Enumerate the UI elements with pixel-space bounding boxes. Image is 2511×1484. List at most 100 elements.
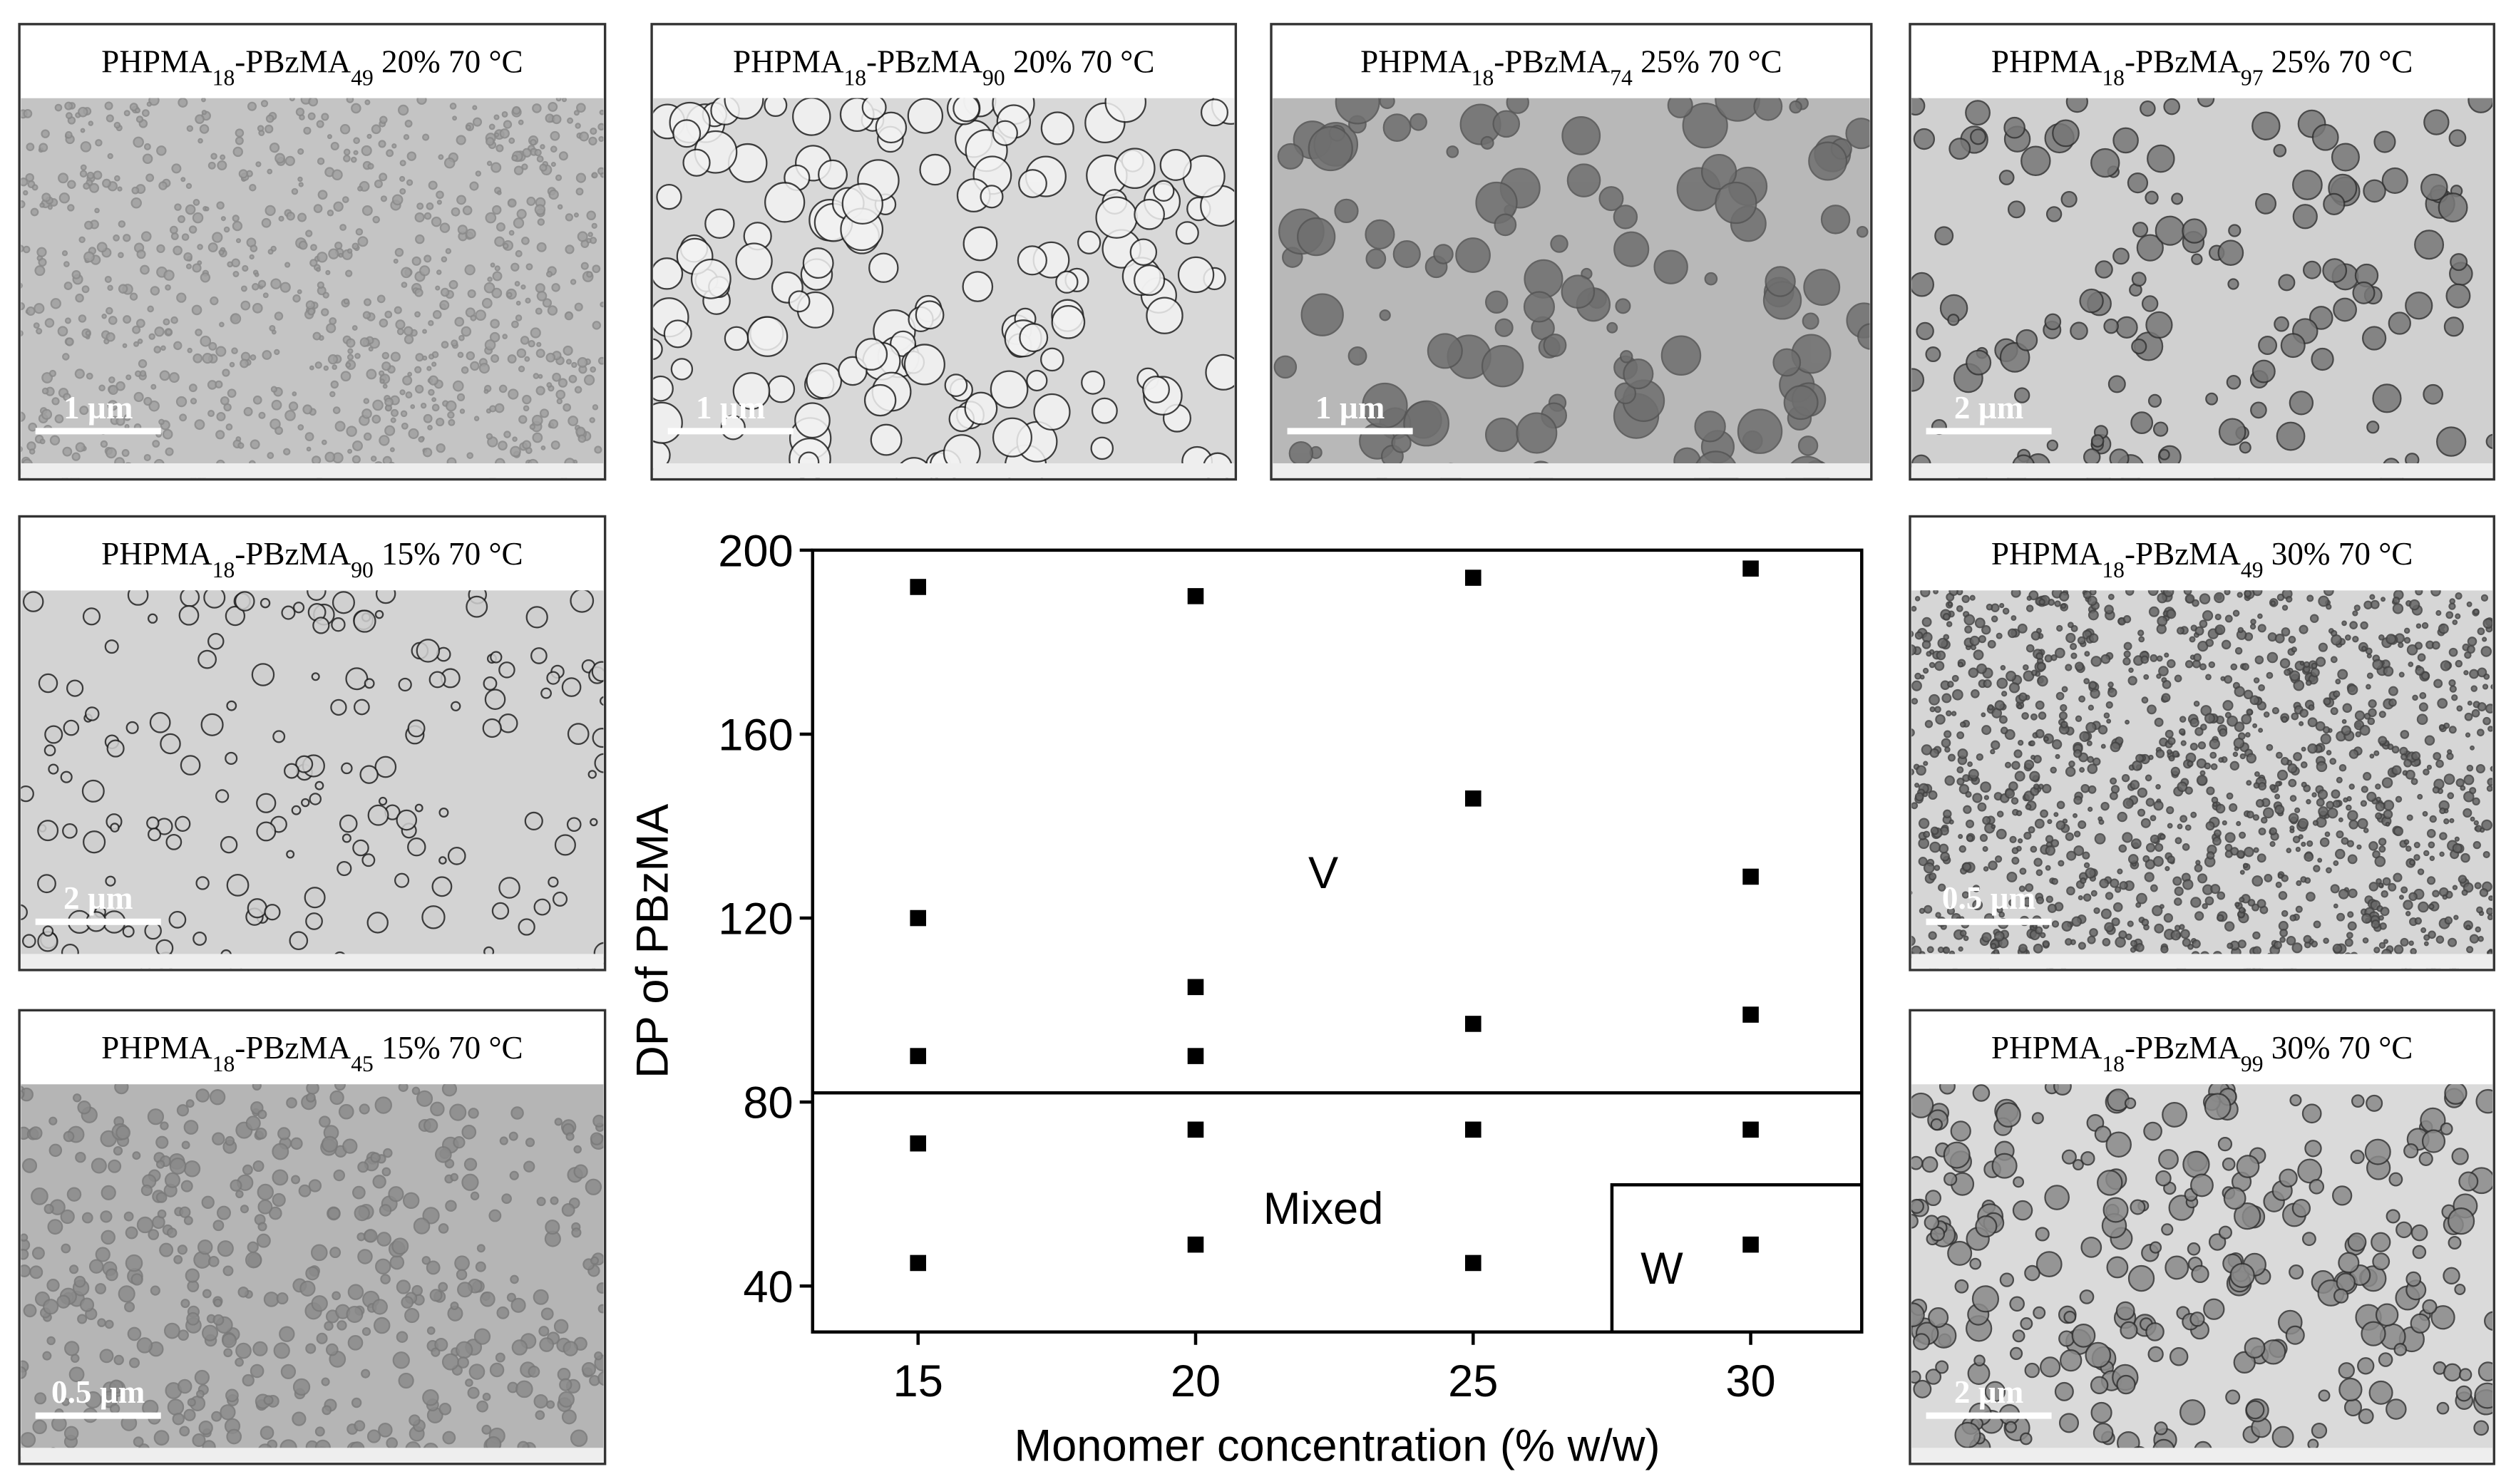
texture bbox=[2393, 872, 2403, 882]
texture bbox=[1952, 689, 1963, 701]
texture bbox=[428, 354, 435, 360]
texture bbox=[61, 1243, 71, 1254]
texture bbox=[490, 262, 495, 268]
texture bbox=[2127, 854, 2139, 865]
texture bbox=[2162, 1101, 2188, 1128]
texture bbox=[1934, 706, 1941, 713]
texture bbox=[2280, 757, 2289, 766]
texture bbox=[2279, 1168, 2298, 1187]
texture bbox=[356, 1232, 366, 1242]
texture bbox=[1081, 370, 1105, 395]
texture bbox=[452, 380, 464, 392]
texture bbox=[525, 297, 531, 304]
texture bbox=[414, 311, 421, 318]
texture bbox=[2135, 942, 2145, 952]
texture bbox=[2281, 910, 2289, 917]
texture bbox=[1929, 661, 1936, 669]
texture bbox=[431, 1347, 441, 1357]
texture bbox=[147, 828, 162, 842]
texture bbox=[1956, 605, 1963, 612]
texture bbox=[545, 270, 553, 278]
texture bbox=[2258, 684, 2265, 691]
texture bbox=[42, 925, 54, 937]
texture bbox=[532, 103, 542, 113]
texture bbox=[250, 439, 260, 450]
texture bbox=[480, 1291, 495, 1307]
texture bbox=[2368, 841, 2378, 851]
texture bbox=[2141, 696, 2149, 704]
caption-text: -PBzMA bbox=[866, 44, 982, 80]
texture bbox=[2125, 719, 2130, 725]
texture bbox=[378, 796, 388, 806]
texture bbox=[540, 445, 546, 450]
texture bbox=[2323, 590, 2334, 597]
texture bbox=[1962, 862, 1972, 872]
texture bbox=[175, 396, 188, 408]
texture bbox=[597, 356, 604, 365]
texture bbox=[2217, 1136, 2233, 1152]
texture bbox=[2346, 932, 2353, 939]
texture bbox=[2012, 1329, 2025, 1343]
texture bbox=[114, 175, 120, 182]
texture bbox=[458, 334, 465, 341]
texture bbox=[2255, 799, 2265, 808]
texture bbox=[2278, 274, 2296, 292]
texture bbox=[2296, 880, 2302, 887]
texture bbox=[223, 226, 230, 233]
texture bbox=[2138, 636, 2145, 643]
texture bbox=[2442, 894, 2448, 900]
texture bbox=[367, 163, 374, 170]
texture bbox=[528, 340, 535, 348]
texture bbox=[2274, 316, 2289, 332]
texture bbox=[2426, 764, 2432, 771]
texture bbox=[2119, 881, 2128, 890]
texture bbox=[2182, 218, 2207, 244]
texture bbox=[227, 261, 233, 268]
texture bbox=[2205, 674, 2212, 681]
texture bbox=[2100, 743, 2106, 749]
texture bbox=[567, 117, 574, 124]
texture bbox=[225, 751, 238, 765]
texture bbox=[1379, 309, 1391, 321]
texture bbox=[2030, 631, 2041, 641]
texture bbox=[2007, 200, 2025, 219]
texture bbox=[129, 1357, 140, 1369]
texture bbox=[1940, 851, 1950, 862]
texture bbox=[522, 394, 532, 405]
texture bbox=[2400, 753, 2408, 761]
texture bbox=[2097, 1170, 2123, 1196]
texture bbox=[461, 326, 472, 337]
texture bbox=[1694, 411, 1726, 443]
texture bbox=[2306, 892, 2316, 902]
texture bbox=[551, 114, 562, 125]
texture bbox=[212, 1314, 225, 1326]
texture bbox=[2468, 98, 2492, 113]
texture bbox=[2184, 660, 2194, 669]
texture bbox=[316, 120, 324, 128]
texture bbox=[181, 1140, 190, 1150]
texture bbox=[575, 172, 587, 183]
micrograph bbox=[1273, 98, 1870, 478]
texture bbox=[1973, 649, 1984, 661]
texture bbox=[2199, 663, 2207, 671]
texture bbox=[2030, 669, 2038, 676]
texture bbox=[178, 215, 185, 223]
texture bbox=[382, 383, 388, 389]
texture bbox=[101, 1391, 118, 1408]
texture bbox=[2038, 711, 2047, 720]
texture bbox=[1175, 221, 1199, 245]
texture bbox=[2448, 647, 2458, 657]
texture bbox=[2195, 860, 2201, 865]
texture bbox=[512, 105, 521, 115]
texture bbox=[2120, 1321, 2138, 1339]
texture bbox=[250, 244, 258, 252]
texture bbox=[21, 446, 23, 453]
texture bbox=[2344, 634, 2351, 641]
texture bbox=[2204, 762, 2212, 770]
texture bbox=[186, 1312, 200, 1326]
texture bbox=[85, 330, 91, 336]
texture bbox=[61, 1398, 70, 1406]
texture bbox=[2249, 695, 2260, 706]
texture bbox=[2447, 1207, 2475, 1235]
texture bbox=[218, 249, 225, 256]
